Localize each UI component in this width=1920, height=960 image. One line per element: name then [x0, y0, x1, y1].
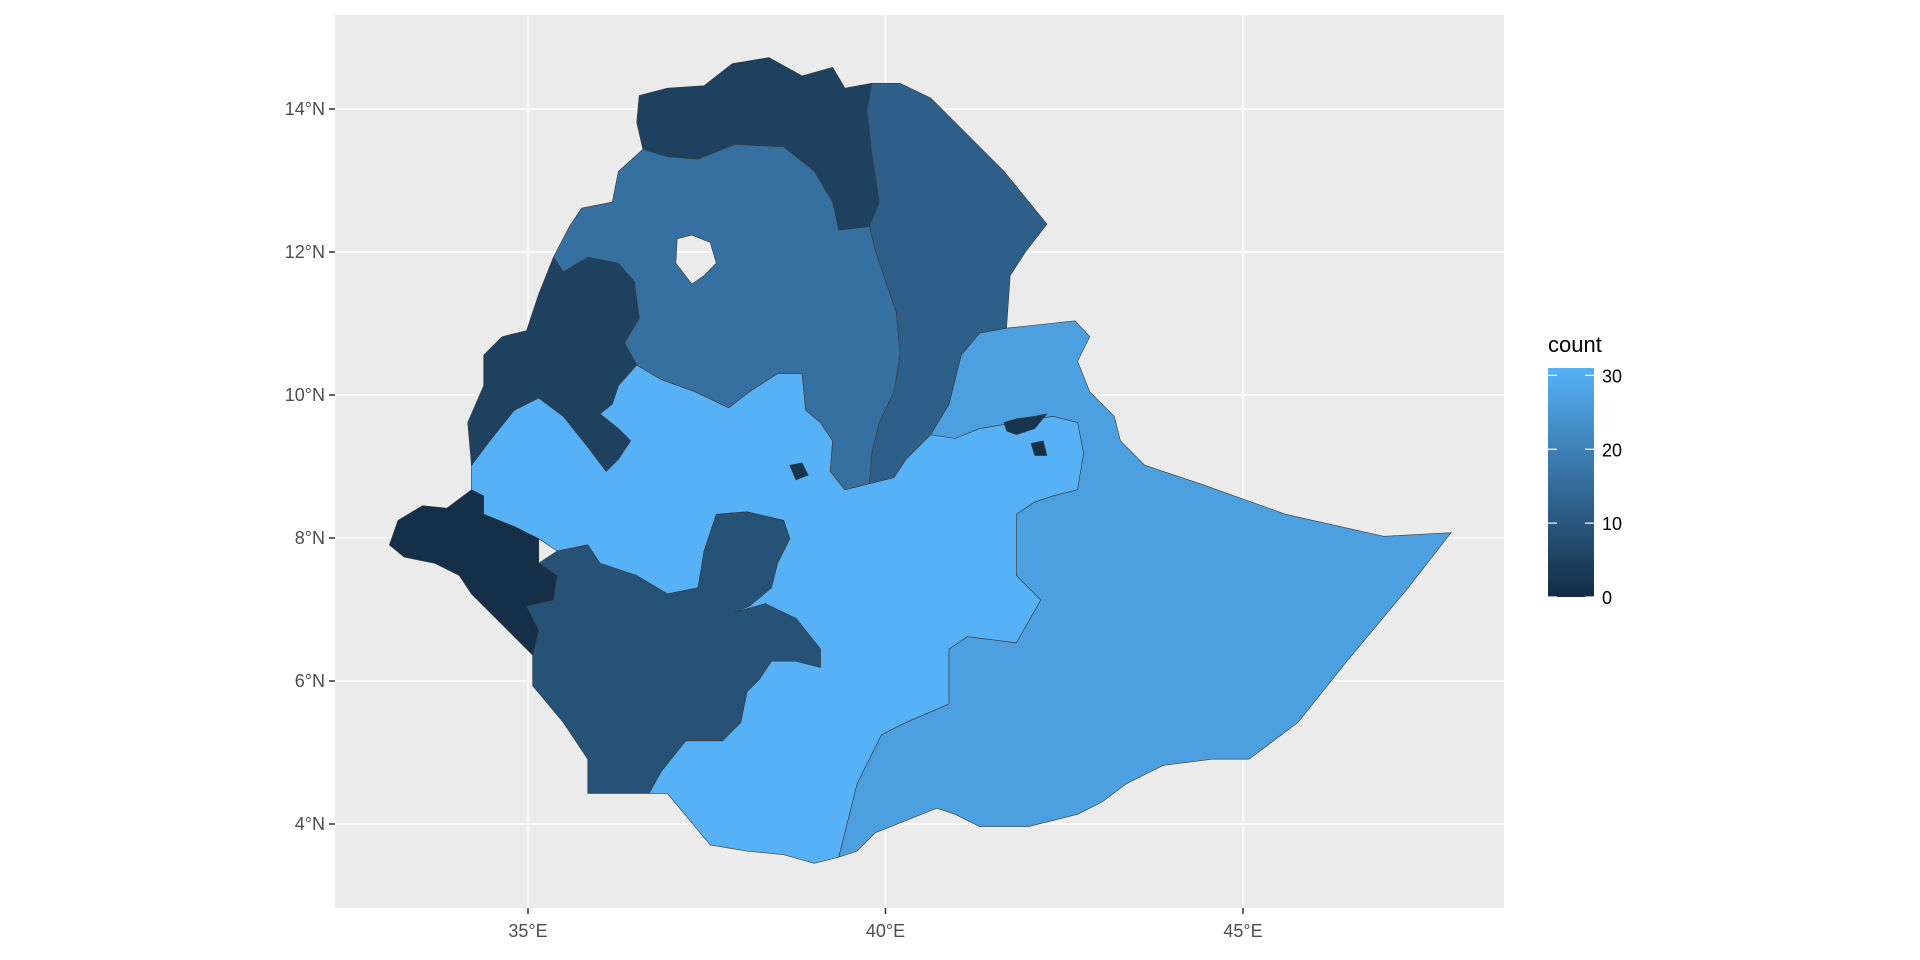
region-harari	[1030, 440, 1048, 456]
region-addis-ababa	[789, 462, 809, 481]
legend-tick-label: 20	[1602, 440, 1622, 460]
legend-tick-label: 30	[1602, 366, 1622, 386]
x-tick-label: 45°E	[1223, 921, 1262, 941]
x-axis: 35°E 40°E 45°E	[508, 908, 1263, 941]
region-somali	[838, 320, 1452, 858]
y-tick-label: 10°N	[285, 385, 325, 405]
region-dire-dawa	[1003, 413, 1048, 436]
region-benishangul-gumuz	[467, 256, 640, 472]
y-tick-label: 4°N	[295, 814, 325, 834]
x-tick-label: 35°E	[508, 921, 547, 941]
legend-tick-label: 10	[1602, 514, 1622, 534]
legend-colorbar	[1548, 368, 1594, 597]
legend: count 0 10 20 30	[1548, 332, 1622, 608]
y-tick-label: 8°N	[295, 528, 325, 548]
regions	[389, 57, 1452, 864]
y-tick-label: 6°N	[295, 671, 325, 691]
ethiopia-regions	[389, 57, 1452, 864]
legend-tick-label: 0	[1602, 588, 1612, 608]
y-tick-label: 14°N	[285, 99, 325, 119]
region-snnpr	[526, 511, 821, 794]
legend-title: count	[1548, 332, 1602, 357]
x-tick-label: 40°E	[866, 921, 905, 941]
y-axis: 4°N 6°N 8°N 10°N 12°N 14°N	[285, 99, 335, 834]
y-tick-label: 12°N	[285, 242, 325, 262]
